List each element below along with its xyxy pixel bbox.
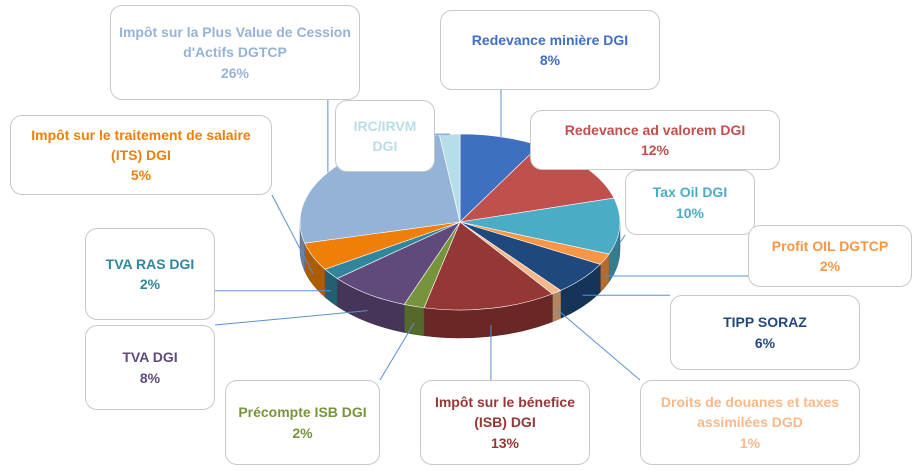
category-label: Précompte ISB DGI [238,404,367,421]
value-label: 5% [130,167,152,184]
leader-line [379,322,415,381]
value-label: 8% [539,52,561,68]
slice [438,133,461,223]
callout: Droits de douanes et taxes assimilées DG… [640,380,860,465]
value-label: 2% [819,258,841,274]
pie-tops [299,133,621,311]
callout: Redevance ad valorem DGI 12% [530,110,780,170]
category-label: TVA DGI [122,349,178,366]
category-label: Impôt sur le bénefice (ISB) DGI [434,394,576,431]
callout: Profit OIL DGTCP 2% [748,225,912,287]
category-label: TVA RAS DGI [105,255,195,272]
callout: Redevance minière DGI 8% [440,10,660,90]
value-label: 13% [490,434,520,451]
category-label: Redevance minière DGI [471,31,629,48]
slice-side [552,290,561,323]
value-label: 6% [754,334,776,351]
leader-line [271,194,314,274]
category-label: Impôt sur la Plus Value de Cession d'Act… [119,24,351,61]
category-label: IRC/IRVM DGI [353,117,417,154]
value-label: 12% [640,142,670,158]
callout: TVA RAS DGI 2% [85,228,215,320]
leader-line [619,234,626,244]
leaders [214,90,748,381]
category-label: Impôt sur le traitement de salaire (ITS)… [31,126,251,163]
value-label: 2% [139,276,161,292]
callout: Précompte ISB DGI 2% [225,380,380,465]
callout: Impôt sur le traitement de salaire (ITS)… [10,115,272,195]
callout: TVA DGI 8% [85,325,215,410]
category-label: Profit OIL DGTCP [771,237,889,254]
value-label: 1% [739,434,761,451]
value-label: 2% [292,424,313,441]
category-label: TIPP SORAZ [723,314,807,331]
leader-line [556,308,641,381]
slice-side [403,304,425,337]
slice [423,221,553,311]
callout: Impôt sur la Plus Value de Cession d'Act… [110,5,360,100]
value-label: 8% [139,369,161,386]
value-label: 26% [220,64,250,81]
pie-sides [299,221,621,339]
leader-line [214,310,368,326]
category-label: Redevance ad valorem DGI [564,121,746,138]
category-label: Droits de douanes et taxes assimilées DG… [660,394,840,431]
callout: IRC/IRVM DGI [335,100,435,172]
callout: Impôt sur le bénefice (ISB) DGI 13% [420,380,590,465]
callout: Tax Oil DGI 10% [625,170,755,235]
callout: TIPP SORAZ 6% [670,295,860,370]
slice [459,197,621,255]
value-label: 10% [675,204,705,221]
category-label: Tax Oil DGI [652,184,728,201]
